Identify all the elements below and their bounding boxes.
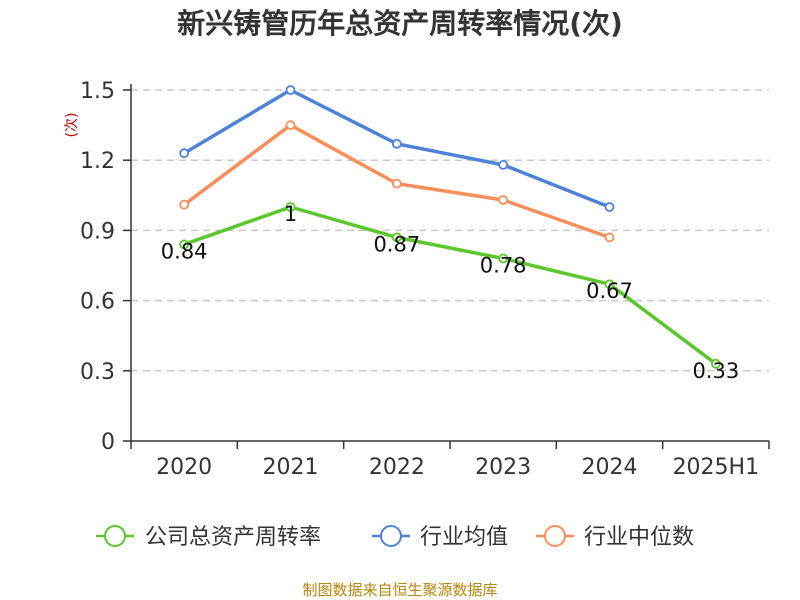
data-point-0-1 <box>285 202 296 212</box>
legend: 公司总资产周转率 行业均值 行业中位数 <box>96 525 694 550</box>
legend-label-0: 公司总资产周转率 <box>145 525 321 550</box>
data-point-1-1 <box>285 85 296 95</box>
data-point-2-3 <box>498 195 509 205</box>
data-point-2-1 <box>285 120 296 130</box>
series-line-0 <box>183 205 717 366</box>
data-label-4: 0.67 <box>586 279 633 303</box>
data-point-1-4 <box>604 202 615 212</box>
x-tick-label-2023: 2023 <box>475 455 531 480</box>
x-tick-label-2020: 2020 <box>156 455 212 480</box>
legend-swatch-marker-2 <box>544 525 566 547</box>
chart-title: 新兴铸管历年总资产周转率情况(次) <box>177 7 623 40</box>
data-point-2-0 <box>179 199 190 210</box>
data-point-0-4 <box>604 279 615 290</box>
axes: 0 0.3 0.6 0.9 1.2 1.5 2020 2021 2022 2023 2024 2025… <box>80 79 770 480</box>
legend-label-1: 行业均值 <box>420 525 508 550</box>
y-tick-label-1.2: 1.2 <box>80 149 115 174</box>
data-point-0-3 <box>498 253 509 264</box>
data-point-2-2 <box>391 178 402 189</box>
data-point-0-0 <box>179 239 190 250</box>
x-tick-label-2025H1: 2025H1 <box>673 455 760 480</box>
data-labels: 0.84 1 0.87 0.78 0.67 0.33 <box>161 202 739 383</box>
data-label-5: 0.33 <box>692 359 739 383</box>
x-tick-label-2024: 2024 <box>582 455 638 480</box>
data-label-1: 1 <box>284 202 297 226</box>
y-tick-label-0.3: 0.3 <box>80 360 115 385</box>
y-tick-label-0.9: 0.9 <box>80 219 115 244</box>
data-point-1-2 <box>391 138 402 149</box>
data-point-2-4 <box>604 232 615 243</box>
grid-lines <box>131 89 769 372</box>
data-label-0: 0.84 <box>161 239 208 263</box>
data-point-1-0 <box>179 148 190 159</box>
series-group <box>179 85 721 369</box>
x-tick-label-2021: 2021 <box>263 455 319 480</box>
data-point-0-5 <box>710 358 721 369</box>
data-point-1-3 <box>498 159 509 170</box>
source-note: 制图数据来自恒生聚源数据库 <box>302 581 497 599</box>
y-tick-label-0.6: 0.6 <box>80 290 115 315</box>
legend-swatch-marker-0 <box>104 525 126 547</box>
legend-swatch-marker-1 <box>380 525 402 547</box>
data-label-2: 0.87 <box>373 232 420 256</box>
data-label-3: 0.78 <box>480 253 527 277</box>
x-tick-label-2022: 2022 <box>369 455 425 480</box>
legend-label-2: 行业中位数 <box>584 525 694 550</box>
data-point-0-2 <box>391 232 402 243</box>
y-axis-label: (次) <box>64 113 80 138</box>
y-tick-label-1.5: 1.5 <box>80 79 115 104</box>
y-tick-label-0: 0 <box>101 430 115 455</box>
